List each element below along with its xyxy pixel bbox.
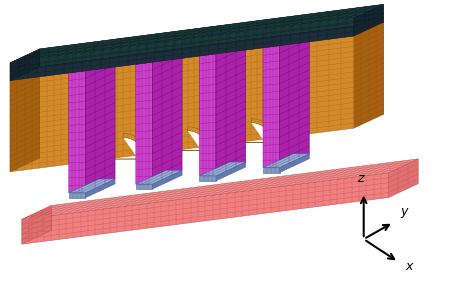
Polygon shape [199,162,246,176]
Polygon shape [153,48,182,184]
Polygon shape [216,40,246,176]
Polygon shape [10,18,354,81]
Polygon shape [10,67,40,172]
Polygon shape [216,48,263,146]
Polygon shape [85,57,115,193]
Text: z: z [357,172,364,185]
Polygon shape [354,22,384,128]
Polygon shape [263,154,309,167]
Polygon shape [136,170,182,184]
Text: x: x [405,260,412,273]
Polygon shape [10,49,40,81]
Polygon shape [10,73,69,172]
Polygon shape [22,159,418,219]
Polygon shape [280,32,309,167]
Polygon shape [69,71,85,193]
Polygon shape [144,131,207,154]
Polygon shape [85,64,136,162]
Polygon shape [140,127,212,151]
Polygon shape [10,4,384,63]
Polygon shape [263,46,280,167]
Polygon shape [73,134,148,159]
Polygon shape [389,159,418,198]
Polygon shape [76,138,145,162]
Polygon shape [199,54,216,176]
Polygon shape [204,119,275,143]
Polygon shape [85,179,115,198]
Polygon shape [22,205,52,244]
Polygon shape [69,179,115,193]
Polygon shape [40,22,384,158]
Polygon shape [208,123,271,146]
Polygon shape [153,56,199,154]
Polygon shape [40,4,384,67]
Polygon shape [136,62,153,184]
Polygon shape [22,173,389,244]
Polygon shape [354,4,384,36]
Polygon shape [69,193,85,198]
Polygon shape [216,162,246,181]
Polygon shape [136,184,153,189]
Polygon shape [280,36,354,138]
Polygon shape [280,154,309,173]
Polygon shape [199,176,216,181]
Polygon shape [153,170,182,189]
Polygon shape [263,167,280,173]
Text: y: y [400,205,408,218]
